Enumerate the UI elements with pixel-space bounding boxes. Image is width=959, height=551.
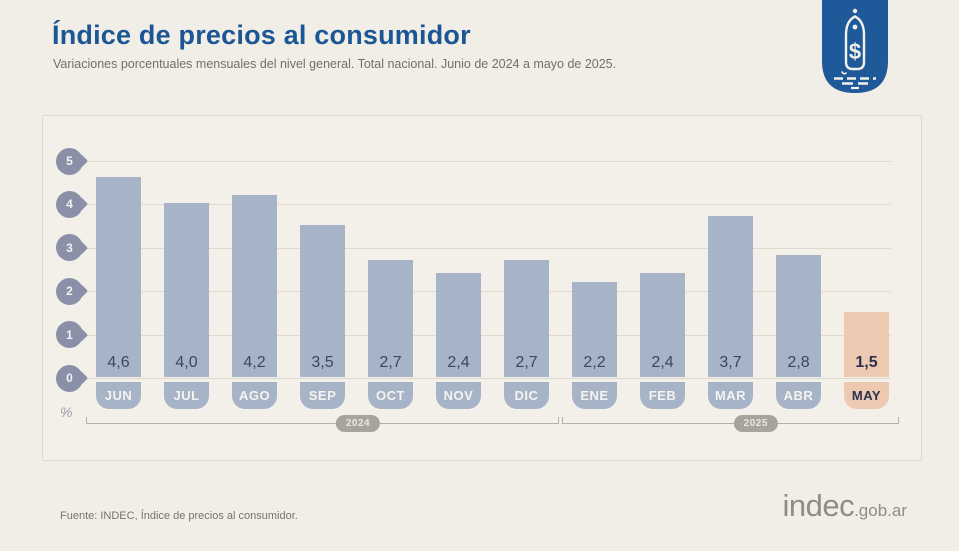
month-label-pill: SEP xyxy=(300,382,345,409)
bar: 4,2 xyxy=(232,195,277,377)
bar: 2,2 xyxy=(572,282,617,377)
year-bracket-tick xyxy=(558,417,559,423)
indec-logo: indec .gob.ar xyxy=(782,488,907,524)
year-bracket-line xyxy=(86,423,559,424)
y-axis-tick-label: 2 xyxy=(66,284,73,299)
y-axis-pin: 5 xyxy=(56,147,89,175)
indec-logo-suffix: .gob.ar xyxy=(854,501,907,520)
bar-value-label: 4,6 xyxy=(107,354,130,371)
y-axis-tick-label: 5 xyxy=(66,154,73,168)
month-label-pill: JUL xyxy=(164,382,209,409)
year-bracket-tick xyxy=(898,417,899,423)
bar: 3,7 xyxy=(708,216,753,377)
y-gridline xyxy=(76,291,891,293)
y-gridline xyxy=(76,378,891,379)
bar: 1,5 xyxy=(844,312,889,377)
page-subtitle: Variaciones porcentuales mensuales del n… xyxy=(53,57,617,71)
month-label-pill: MAR xyxy=(708,382,753,409)
y-axis-pin-tip xyxy=(73,284,89,299)
y-axis-tick-label: 0 xyxy=(66,371,73,385)
bar: 4,0 xyxy=(164,203,209,377)
bar-value-label: 2,2 xyxy=(583,354,606,371)
y-axis-tick-label: 4 xyxy=(66,197,73,212)
month-label-pill: AGO xyxy=(232,382,277,409)
year-bracket-tick xyxy=(86,417,87,423)
bar-value-label: 3,5 xyxy=(311,354,334,371)
svg-text:$: $ xyxy=(849,39,861,64)
bar: 4,6 xyxy=(96,177,141,377)
y-axis-pin-tip xyxy=(73,197,89,212)
price-tag-icon: $ xyxy=(822,0,888,94)
month-label-pill: OCT xyxy=(368,382,413,409)
y-gridline xyxy=(76,334,891,336)
bar-value-label: 2,7 xyxy=(515,354,538,371)
y-axis-pin-tip xyxy=(73,370,89,386)
bar-value-label: 2,4 xyxy=(651,354,674,371)
bar: 2,4 xyxy=(436,273,481,377)
year-label-pill: 2024 xyxy=(335,415,381,432)
month-label-pill: JUN xyxy=(96,382,141,409)
y-axis-pin: 4 xyxy=(56,190,89,218)
y-axis-pin: 0 xyxy=(56,364,89,392)
indec-logo-main: indec xyxy=(782,488,855,523)
y-gridline xyxy=(76,161,891,162)
y-axis-pin-tip xyxy=(73,153,89,169)
y-axis-pin: 2 xyxy=(56,277,89,305)
chart-panel: 5 4 3 2 1 0% 4,6 JUN 4,0 JUL 4,2 AGO 3,5 SEP 2,7 OCT 2,4… xyxy=(42,115,922,461)
month-label-pill: MAY xyxy=(844,382,889,409)
month-label-pill: ABR xyxy=(776,382,821,409)
bar-value-label: 2,4 xyxy=(447,354,470,371)
bar: 2,7 xyxy=(368,260,413,377)
bar-value-label: 3,7 xyxy=(719,354,742,371)
bar-value-label: 2,8 xyxy=(787,354,810,371)
month-label-pill: NOV xyxy=(436,382,481,409)
year-label-pill: 2025 xyxy=(733,415,778,432)
bar: 2,8 xyxy=(776,255,821,377)
year-bracket-tick xyxy=(562,417,563,423)
month-label-pill: DIC xyxy=(504,382,549,409)
bar-value-label: 1,5 xyxy=(855,354,878,371)
bar: 2,7 xyxy=(504,260,549,377)
y-axis-tick-label: 3 xyxy=(66,240,73,255)
bar: 3,5 xyxy=(300,225,345,377)
year-bracket-line xyxy=(562,423,899,424)
month-label-pill: FEB xyxy=(640,382,685,409)
bar-value-label: 2,7 xyxy=(379,354,402,371)
y-gridline xyxy=(76,247,891,249)
month-label-pill: ENE xyxy=(572,382,617,409)
y-gridline xyxy=(76,204,891,206)
y-axis-unit-label: % xyxy=(60,404,73,420)
bar: 2,4 xyxy=(640,273,685,377)
source-note: Fuente: INDEC, Índice de precios al cons… xyxy=(60,510,298,522)
y-axis-tick-label: 1 xyxy=(66,327,73,342)
bar-value-label: 4,2 xyxy=(243,354,266,371)
page-title: Índice de precios al consumidor xyxy=(52,20,471,50)
y-axis-pin: 3 xyxy=(56,234,89,262)
bar-value-label: 4,0 xyxy=(175,354,198,371)
y-axis-pin: 1 xyxy=(56,321,89,349)
y-axis-pin-tip xyxy=(73,240,89,255)
y-axis-pin-tip xyxy=(73,327,89,342)
